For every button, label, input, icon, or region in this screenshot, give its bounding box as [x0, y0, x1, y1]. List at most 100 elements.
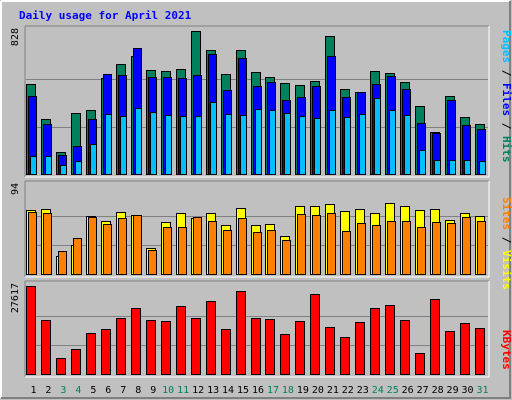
x-tick-label-day-30: 30	[462, 385, 474, 396]
bar-sites-day-19	[297, 214, 306, 275]
bar-sites-day-27	[417, 227, 426, 275]
bar-sites-day-24	[372, 225, 381, 275]
bar-sites-day-7	[118, 218, 127, 275]
legend-hits-label: Hits	[500, 136, 512, 163]
bar-kbytes-day-8	[131, 308, 141, 375]
bar-kbytes-day-3	[56, 358, 66, 375]
bar-pages-day-1	[30, 156, 37, 175]
bar-sites-day-25	[387, 221, 396, 275]
legend-pages-label: Pages	[500, 30, 512, 63]
bar-pages-day-4	[75, 161, 82, 175]
x-tick-label-day-18: 18	[282, 385, 294, 396]
bar-sites-day-1	[28, 212, 37, 275]
panel-kbytes: 27617	[10, 280, 490, 378]
bar-sites-day-14	[223, 230, 232, 275]
panel-visits-sites: 94	[10, 180, 490, 278]
bar-pages-day-28	[434, 160, 441, 175]
bar-pages-day-10	[165, 115, 172, 175]
bar-pages-day-3	[60, 165, 67, 175]
x-tick-label-day-21: 21	[327, 385, 339, 396]
bar-pages-day-24	[374, 98, 381, 175]
bar-pages-day-27	[419, 150, 426, 175]
bar-pages-day-2	[45, 156, 52, 175]
legend-visits-sites: Sites / Visits	[500, 197, 512, 290]
bar-kbytes-day-16	[251, 318, 261, 375]
bar-kbytes-day-1	[26, 286, 36, 375]
bar-kbytes-day-11	[176, 306, 186, 375]
bar-kbytes-day-7	[116, 318, 126, 375]
legend-kbytes: KBytes	[500, 330, 512, 370]
x-tick-label-day-8: 8	[135, 385, 141, 396]
bar-pages-day-26	[404, 115, 411, 175]
bar-kbytes-day-2	[41, 320, 51, 375]
bar-pages-day-13	[210, 102, 217, 175]
bar-kbytes-day-18	[280, 334, 290, 375]
bar-sites-day-4	[73, 238, 82, 275]
bar-pages-day-6	[105, 114, 112, 175]
bar-kbytes-day-27	[415, 353, 425, 375]
x-tick-label-day-15: 15	[237, 385, 249, 396]
y-max-label: 27617	[10, 283, 21, 313]
bar-kbytes-day-31	[475, 328, 485, 375]
bar-sites-day-29	[447, 223, 456, 275]
bar-sites-day-31	[477, 221, 486, 275]
bar-pages-day-19	[299, 116, 306, 175]
bar-pages-day-9	[150, 112, 157, 175]
bar-pages-day-8	[135, 108, 142, 175]
bar-pages-day-12	[195, 116, 202, 175]
bar-sites-day-3	[58, 251, 67, 275]
bar-sites-day-2	[43, 213, 52, 275]
bar-sites-day-18	[282, 240, 291, 275]
bar-kbytes-day-30	[460, 323, 470, 375]
x-tick-label-day-19: 19	[297, 385, 309, 396]
bar-kbytes-day-22	[340, 337, 350, 375]
bar-sites-day-28	[432, 222, 441, 275]
bar-pages-day-17	[269, 110, 276, 175]
bar-pages-day-21	[329, 110, 336, 175]
bar-sites-day-8	[133, 215, 142, 275]
bar-kbytes-day-6	[101, 329, 111, 375]
bar-sites-day-20	[312, 215, 321, 275]
bar-pages-day-14	[225, 114, 232, 175]
bar-sites-day-17	[267, 230, 276, 275]
bar-pages-day-16	[255, 109, 262, 175]
x-tick-label-day-4: 4	[75, 385, 81, 396]
bar-sites-day-21	[327, 213, 336, 275]
x-tick-label-day-12: 12	[192, 385, 204, 396]
bar-pages-day-31	[479, 161, 486, 175]
bar-kbytes-day-19	[295, 321, 305, 375]
bar-kbytes-day-29	[445, 331, 455, 375]
x-tick-label-day-20: 20	[312, 385, 324, 396]
bar-kbytes-day-28	[430, 299, 440, 375]
bar-kbytes-day-10	[161, 321, 171, 375]
x-tick-label-day-13: 13	[207, 385, 219, 396]
x-tick-label-day-31: 31	[476, 385, 488, 396]
bar-kbytes-day-25	[385, 305, 395, 375]
legend-visits-label: Visits	[500, 250, 512, 290]
x-tick-label-day-1: 1	[30, 385, 36, 396]
panel-hits-files-pages: 828	[10, 25, 490, 178]
bar-kbytes-day-23	[355, 322, 365, 375]
bar-sites-day-5	[88, 217, 97, 275]
bar-pages-day-30	[464, 160, 471, 175]
x-tick-label-day-9: 9	[150, 385, 156, 396]
bar-sites-day-15	[238, 218, 247, 275]
x-tick-label-day-5: 5	[90, 385, 96, 396]
bar-kbytes-day-9	[146, 320, 156, 375]
x-tick-label-day-26: 26	[402, 385, 414, 396]
x-tick-label-day-25: 25	[387, 385, 399, 396]
bar-pages-day-29	[449, 160, 456, 175]
legend-hits-files-pages: Pages / Files / Hits	[500, 30, 512, 163]
bar-kbytes-day-21	[325, 327, 335, 375]
bar-sites-day-11	[178, 227, 187, 275]
legend-kbytes-label: KBytes	[500, 330, 512, 370]
bar-sites-day-9	[148, 250, 157, 275]
bar-kbytes-day-17	[265, 319, 275, 375]
x-tick-label-day-22: 22	[342, 385, 354, 396]
bar-pages-day-7	[120, 116, 127, 175]
bar-pages-day-5	[90, 144, 97, 175]
bar-pages-day-23	[359, 114, 366, 175]
x-tick-label-day-7: 7	[120, 385, 126, 396]
bar-kbytes-day-12	[191, 318, 201, 375]
